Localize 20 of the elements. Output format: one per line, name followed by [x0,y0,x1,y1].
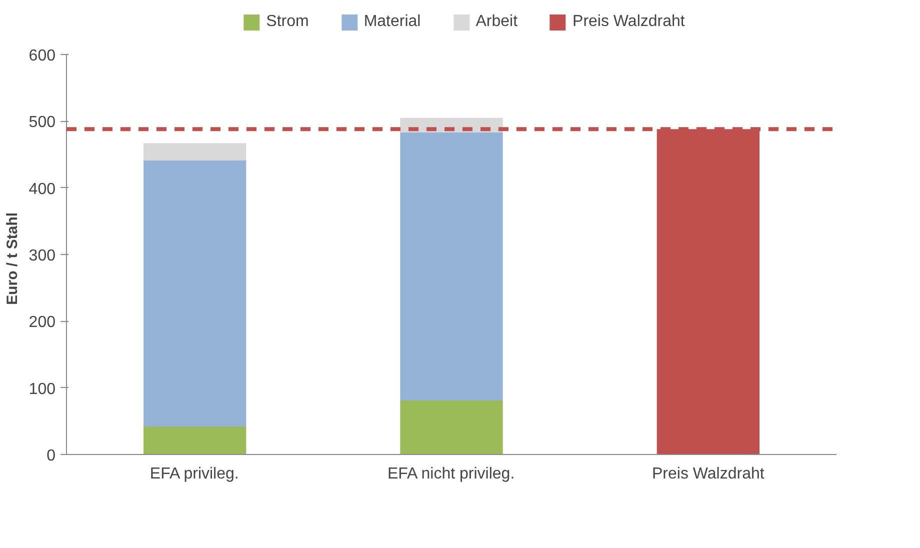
y-tick-label: 100 [28,380,56,398]
legend-label: Material [364,13,421,31]
y-tick-label: 600 [28,48,56,64]
legend-label: Strom [266,13,309,31]
y-tick-label: 200 [28,314,56,332]
legend-label: Arbeit [476,13,518,31]
bar [400,132,503,400]
y-tick-label: 300 [28,248,56,264]
bar [144,143,246,160]
y-tick-label: 400 [28,180,56,198]
x-tick-label: Preis Walzdraht [652,466,765,482]
y-axis-title: Euro / t Stahl [4,212,21,305]
x-tick-label: EFA nicht privileg. [387,466,515,482]
legend-label: Preis Walzdraht [572,13,685,31]
y-tick-label: 500 [28,114,56,132]
bar [144,426,246,454]
bar [144,160,246,426]
bar [400,400,503,454]
y-tick-label: 0 [46,448,56,464]
x-tick-label: EFA privileg. [150,466,239,482]
